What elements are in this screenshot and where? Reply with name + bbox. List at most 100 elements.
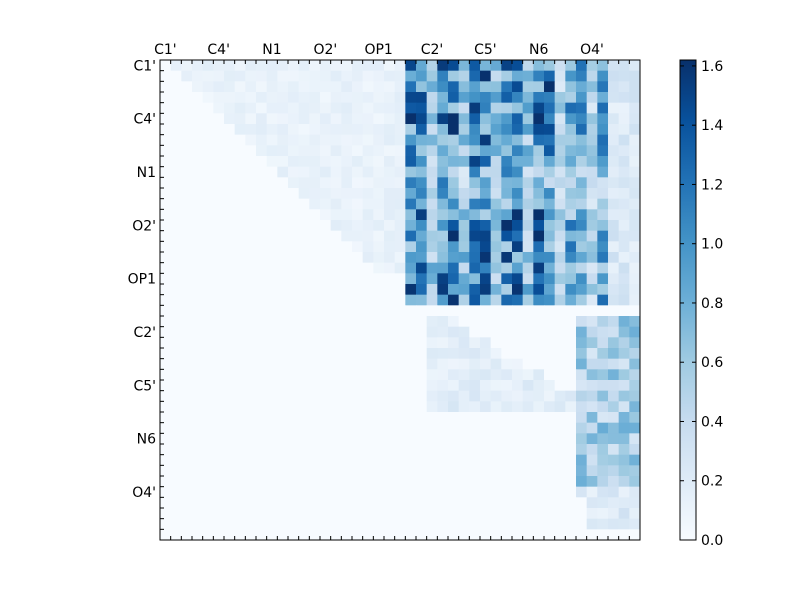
heatmap-cell bbox=[629, 273, 641, 285]
heatmap-cell bbox=[224, 92, 236, 104]
heatmap-cell bbox=[544, 454, 556, 466]
heatmap-cell bbox=[501, 92, 513, 104]
heatmap-cell bbox=[288, 198, 300, 210]
heatmap-cell bbox=[608, 294, 620, 306]
heatmap-cell bbox=[480, 294, 492, 306]
heatmap-cell bbox=[608, 529, 620, 541]
heatmap-cell bbox=[277, 305, 289, 317]
heatmap-cell bbox=[202, 156, 214, 168]
heatmap-cell bbox=[629, 134, 641, 146]
heatmap-cell bbox=[416, 262, 428, 274]
heatmap-cell bbox=[170, 209, 182, 221]
heatmap-cell bbox=[170, 273, 182, 285]
heatmap-cell bbox=[426, 60, 438, 72]
heatmap-cell bbox=[170, 166, 182, 178]
heatmap-cell bbox=[629, 497, 641, 509]
heatmap-cell bbox=[565, 422, 577, 434]
heatmap-cell bbox=[256, 188, 268, 200]
heatmap-cell bbox=[341, 401, 353, 413]
heatmap-cell bbox=[266, 284, 278, 296]
heatmap-cell bbox=[330, 241, 342, 253]
heatmap-cell bbox=[458, 209, 470, 221]
heatmap-cell bbox=[544, 358, 556, 370]
heatmap-cell bbox=[629, 262, 641, 274]
heatmap-cell bbox=[437, 156, 449, 168]
heatmap-cell bbox=[224, 454, 236, 466]
heatmap-cell bbox=[288, 476, 300, 488]
heatmap-cell bbox=[437, 465, 449, 477]
heatmap-cell bbox=[394, 529, 406, 541]
heatmap-cell bbox=[586, 497, 598, 509]
heatmap-cell bbox=[554, 326, 566, 338]
heatmap-cell bbox=[458, 166, 470, 178]
heatmap-cell bbox=[512, 230, 524, 242]
heatmap-cell bbox=[522, 486, 534, 498]
heatmap-cell bbox=[618, 497, 630, 509]
heatmap-cell bbox=[192, 348, 204, 360]
heatmap-cell bbox=[160, 401, 172, 413]
heatmap-cell bbox=[544, 220, 556, 232]
heatmap-cell bbox=[522, 284, 534, 296]
heatmap-cell bbox=[554, 81, 566, 93]
heatmap-cell bbox=[608, 177, 620, 189]
heatmap-cell bbox=[224, 369, 236, 381]
heatmap-cell bbox=[448, 369, 460, 381]
heatmap-cell bbox=[469, 326, 481, 338]
heatmap-cell bbox=[512, 177, 524, 189]
heatmap-cell bbox=[480, 337, 492, 349]
heatmap-cell bbox=[405, 92, 417, 104]
heatmap-cell bbox=[394, 348, 406, 360]
heatmap-cell bbox=[458, 508, 470, 520]
heatmap-cell bbox=[448, 145, 460, 157]
heatmap-cell bbox=[202, 113, 214, 125]
heatmap-cell bbox=[554, 412, 566, 424]
heatmap-cell bbox=[213, 81, 225, 93]
heatmap-cell bbox=[288, 454, 300, 466]
heatmap-cell bbox=[458, 433, 470, 445]
heatmap-cell bbox=[533, 476, 545, 488]
heatmap-cell bbox=[373, 177, 385, 189]
heatmap-cell bbox=[213, 316, 225, 328]
heatmap-cell bbox=[576, 230, 588, 242]
heatmap-cell bbox=[522, 262, 534, 274]
heatmap-cell bbox=[181, 454, 193, 466]
heatmap-cell bbox=[426, 529, 438, 541]
heatmap-cell bbox=[202, 262, 214, 274]
colorbar-tick-label: 1.4 bbox=[701, 118, 723, 134]
heatmap-cell bbox=[160, 337, 172, 349]
heatmap-cell bbox=[437, 508, 449, 520]
heatmap-cell bbox=[533, 305, 545, 317]
heatmap-cell bbox=[394, 273, 406, 285]
heatmap-cell bbox=[512, 102, 524, 114]
heatmap-cell bbox=[437, 102, 449, 114]
heatmap-cell bbox=[181, 486, 193, 498]
heatmap-cell bbox=[362, 401, 374, 413]
heatmap-cell bbox=[490, 284, 502, 296]
heatmap-cell bbox=[234, 70, 246, 82]
heatmap-cell bbox=[554, 156, 566, 168]
heatmap-cell bbox=[202, 294, 214, 306]
heatmap-cell bbox=[426, 444, 438, 456]
heatmap-cell bbox=[554, 60, 566, 72]
heatmap-cell bbox=[309, 230, 321, 242]
heatmap-cell bbox=[469, 134, 481, 146]
heatmap-cell bbox=[405, 81, 417, 93]
heatmap-cell bbox=[202, 124, 214, 136]
heatmap-cell bbox=[394, 198, 406, 210]
heatmap-cell bbox=[480, 102, 492, 114]
heatmap-cell bbox=[608, 390, 620, 402]
heatmap-cell bbox=[608, 412, 620, 424]
heatmap-cell bbox=[384, 497, 396, 509]
heatmap-cell bbox=[490, 230, 502, 242]
heatmap-cell bbox=[181, 412, 193, 424]
heatmap-cell bbox=[213, 60, 225, 72]
heatmap-cell bbox=[469, 486, 481, 498]
heatmap-cell bbox=[234, 390, 246, 402]
heatmap-cell bbox=[298, 497, 310, 509]
heatmap-cell bbox=[384, 316, 396, 328]
heatmap-cell bbox=[224, 422, 236, 434]
heatmap-cell bbox=[170, 401, 182, 413]
heatmap-cell bbox=[458, 326, 470, 338]
heatmap-cell bbox=[309, 497, 321, 509]
heatmap-cell bbox=[586, 348, 598, 360]
